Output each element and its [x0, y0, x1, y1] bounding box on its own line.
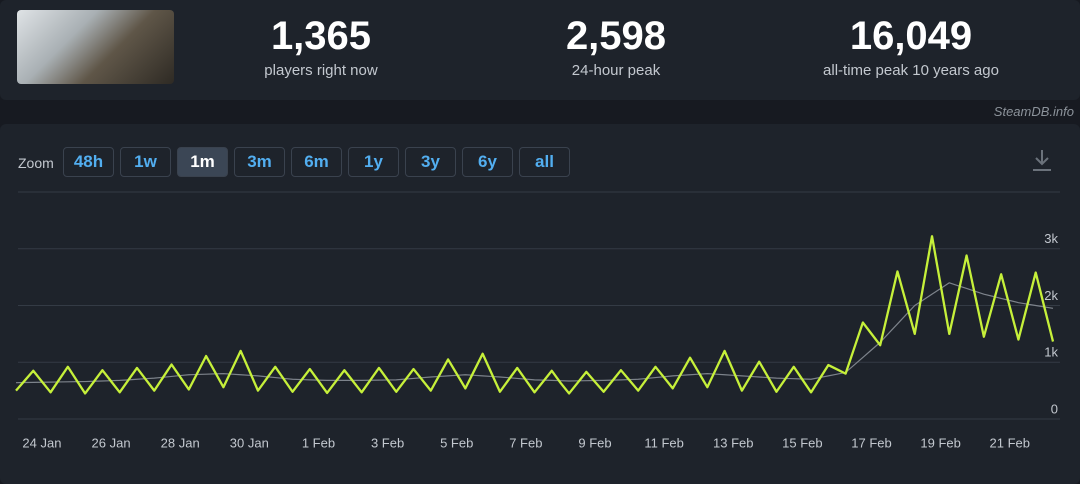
zoom-button[interactable]: 3y — [405, 147, 456, 177]
zoom-button[interactable]: 6m — [291, 147, 342, 177]
download-icon[interactable] — [1033, 150, 1051, 171]
zoom-buttons: 48h 1w 1m 3m 6m 1y 3y 6y all — [63, 147, 570, 177]
zoom-button[interactable]: 48h — [63, 147, 114, 177]
stat-label: players right now — [264, 62, 378, 79]
stat: 1,365 players right now — [171, 14, 471, 79]
zoom-button[interactable]: 1w — [120, 147, 171, 177]
x-tick-label: 9 Feb — [578, 435, 611, 450]
x-tick-label: 26 Jan — [92, 435, 131, 450]
x-tick-label: 28 Jan — [161, 435, 200, 450]
y-tick-label: 3k — [1044, 231, 1058, 246]
watermark[interactable]: SteamDB.info — [993, 104, 1074, 119]
series-line — [15, 282, 1054, 384]
x-tick-label: 7 Feb — [509, 435, 542, 450]
zoom-button[interactable]: all — [519, 147, 570, 177]
stat: 2,598 24-hour peak — [466, 14, 766, 79]
stat-label: 24-hour peak — [571, 62, 661, 79]
x-tick-label: 3 Feb — [371, 435, 404, 450]
stat-value: 16,049 — [849, 14, 973, 58]
x-tick-label: 13 Feb — [713, 435, 753, 450]
stat: 16,049 all-time peak 10 years ago — [761, 14, 1061, 79]
x-tick-label: 19 Feb — [920, 435, 960, 450]
y-tick-label: 0 — [1051, 401, 1058, 416]
y-tick-label: 1k — [1044, 345, 1058, 360]
zoom-button[interactable]: 1m — [177, 147, 228, 177]
x-tick-label: 21 Feb — [990, 435, 1030, 450]
stat-label: all-time peak 10 years ago — [823, 62, 999, 79]
y-tick-label: 2k — [1044, 288, 1058, 303]
x-tick-label: 1 Feb — [302, 435, 335, 450]
stat-value: 2,598 — [565, 14, 667, 58]
zoom-button[interactable]: 1y — [348, 147, 399, 177]
x-tick-label: 5 Feb — [440, 435, 473, 450]
stat-value: 1,365 — [270, 14, 372, 58]
icon-stroke — [1035, 157, 1049, 166]
chart-panel — [0, 124, 1080, 484]
x-tick-label: 11 Feb — [644, 435, 684, 450]
zoom-button[interactable]: 3m — [234, 147, 285, 177]
x-tick-label: 15 Feb — [782, 435, 822, 450]
zoom-label: Zoom — [18, 155, 54, 171]
series-line — [15, 235, 1055, 395]
x-tick-label: 17 Feb — [851, 435, 891, 450]
x-tick-label: 30 Jan — [230, 435, 269, 450]
x-tick-label: 24 Jan — [22, 435, 61, 450]
game-cover[interactable] — [17, 10, 174, 84]
header-panel: 1,365 players right now 2,598 24-hour pe… — [0, 0, 1080, 100]
zoom-button[interactable]: 6y — [462, 147, 513, 177]
